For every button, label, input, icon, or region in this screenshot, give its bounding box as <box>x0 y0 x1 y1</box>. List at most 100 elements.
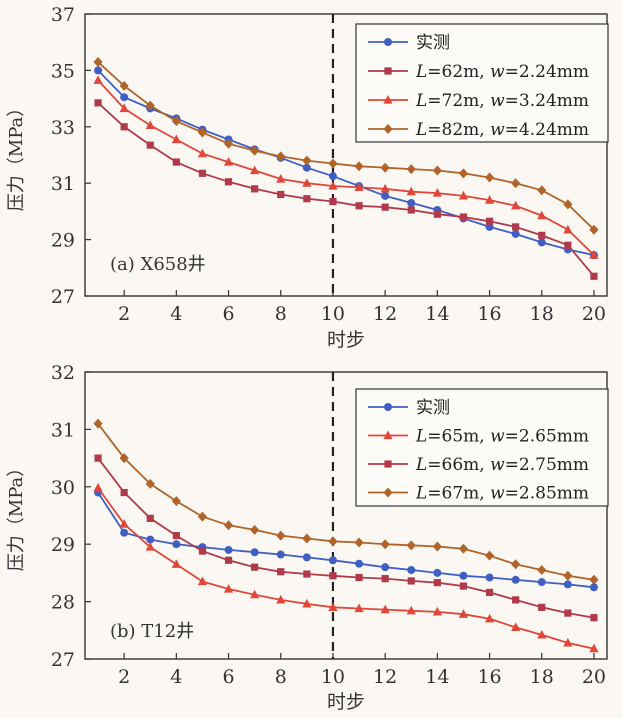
chart-a-series-1-point <box>459 213 468 221</box>
chart-b-series-1-point <box>380 604 390 614</box>
chart-a-legend-marker-1 <box>384 67 392 75</box>
chart-a-series-2-point <box>458 190 469 200</box>
chart-a-series-3-line <box>97 61 595 231</box>
chart-b-series-0-point <box>276 550 285 559</box>
chart-b-x-tick-label: 14 <box>425 666 449 688</box>
chart-a-series-0-point <box>407 198 416 207</box>
chart-b-legend-marker-3 <box>383 487 393 498</box>
chart-b-series-2-point <box>355 573 363 582</box>
chart-b-series-3-point <box>119 453 129 464</box>
chart-a-x-tick-label: 10 <box>321 303 345 325</box>
chart-a-series-1-point <box>94 99 102 107</box>
chart-b-series-1-point <box>197 576 208 586</box>
chart-a-series-3-point <box>93 56 103 67</box>
chart-a-y-tick-label: 37 <box>51 4 75 26</box>
chart-b-y-axis-label: 压力（MPa） <box>6 459 27 571</box>
chart-b-series-3-point <box>145 478 155 489</box>
chart-b-series-2-point <box>329 572 337 580</box>
chart-a-series-3-point <box>302 155 312 166</box>
chart-a-x-tick-label: 14 <box>425 303 449 325</box>
chart-a-series-2-point <box>328 181 338 190</box>
chart-b-x-axis-label: 时步 <box>327 691 365 713</box>
chart-b-series-1-point <box>563 637 573 647</box>
chart-a-series-0-line <box>97 69 595 256</box>
chart-b-series-0-point <box>120 528 129 537</box>
chart-b-series-3-point <box>406 540 416 551</box>
chart-b-series-2-point <box>407 577 415 585</box>
chart-b-x-tick-label: 10 <box>321 666 345 688</box>
chart-b-series-3-point <box>380 539 390 550</box>
chart-a-y-tick-label: 33 <box>51 117 75 139</box>
chart-a-series-2-point <box>380 183 390 193</box>
chart-a-series-1-point <box>355 202 363 210</box>
chart-a-series-3-point <box>537 185 547 196</box>
chart-b-series-2-point <box>590 614 598 622</box>
chart-b-series-0-point <box>537 578 546 587</box>
chart-b-series-2-point <box>198 547 207 555</box>
chart-b-series-0-point <box>302 553 311 562</box>
chart-a-series-2-point <box>484 195 495 204</box>
chart-a-series-1-point <box>198 169 207 177</box>
chart-b-series-2-point <box>381 575 389 583</box>
chart-a-series-0-point <box>511 229 520 238</box>
chart-a-x-tick-label: 18 <box>530 303 554 325</box>
chart-a-series-0-point <box>485 222 494 231</box>
chart-a-series-1-point <box>407 206 415 214</box>
chart-b-series-2-point <box>512 596 520 604</box>
chart-a-x-tick-label: 20 <box>582 303 606 325</box>
chart-b-series-3-point <box>223 520 234 531</box>
chart-a-y-tick-label: 35 <box>51 60 75 82</box>
chart-a-series-1-point <box>433 210 441 218</box>
chart-a-plot-frame <box>84 13 608 297</box>
chart-b-series-0-point <box>328 556 337 565</box>
chart-b-series-1-line <box>97 487 595 650</box>
chart-a-series-1-point <box>120 123 128 131</box>
chart-b-x-tick-label: 12 <box>373 666 397 688</box>
chart-a-series-3-point <box>589 224 599 235</box>
chart-b-series-0-point <box>146 535 155 544</box>
chart-b-series-1-point <box>432 606 442 616</box>
chart-b-x-tick-label: 6 <box>223 666 235 688</box>
chart-b-y-tick-label: 30 <box>51 477 75 499</box>
chart-b-series-1-point <box>484 613 495 623</box>
chart-a-x-tick-label: 2 <box>118 303 130 325</box>
chart-a-series-2-point <box>589 250 599 259</box>
chart-b-x-tick-label: 8 <box>275 666 287 688</box>
chart-a-series-3-point <box>145 100 155 111</box>
chart-a-series-3-point <box>354 161 364 172</box>
chart-b-series-3-point <box>484 550 495 561</box>
chart-b-legend-marker-1 <box>383 430 393 440</box>
chart-a-series-0-point <box>302 163 311 172</box>
chart-b-legend-label-0: 实测 <box>416 398 450 418</box>
chart-b-series-0-point <box>407 566 416 575</box>
chart-a-series-2-point <box>563 224 573 234</box>
chart-b-series-2-point <box>485 588 494 597</box>
chart-a-series-1-line <box>97 102 595 277</box>
chart-b-series-1-point <box>406 605 416 615</box>
chart-b-series-3-point <box>93 418 103 429</box>
chart-a-y-tick-label: 29 <box>51 230 75 252</box>
chart-b-series-1-point <box>354 603 364 613</box>
chart-a-x-tick-label: 12 <box>373 303 397 325</box>
chart-a-y-tick-label: 27 <box>51 286 75 308</box>
chart-a-series-3-point <box>458 168 469 179</box>
chart-b-y-tick-label: 29 <box>51 534 75 556</box>
chart-a-series-3-point <box>380 162 390 173</box>
chart-a-panel-label: (a) X658井 <box>110 254 206 275</box>
chart-b-x-tick-label: 16 <box>477 666 501 688</box>
chart-a-series-3-point <box>511 178 521 189</box>
chart-b-series-0-point <box>459 571 468 580</box>
chart-a-series-3-point <box>250 145 260 156</box>
chart-a-series-2-point <box>93 75 103 84</box>
chart-a-series-1-point <box>251 185 259 193</box>
chart-b-series-1-point <box>511 622 521 632</box>
chart-a-series-2-point <box>276 173 286 183</box>
chart-b-legend-box <box>355 388 609 507</box>
chart-b-series-3-point <box>197 511 208 522</box>
chart-a-series-0-point <box>537 238 546 247</box>
chart-b-series-0-point <box>381 563 390 572</box>
chart-b-x-tick-label: 18 <box>530 666 554 688</box>
chart-b-series-1-point <box>145 542 155 551</box>
chart-a-x-tick-label: 16 <box>477 303 501 325</box>
